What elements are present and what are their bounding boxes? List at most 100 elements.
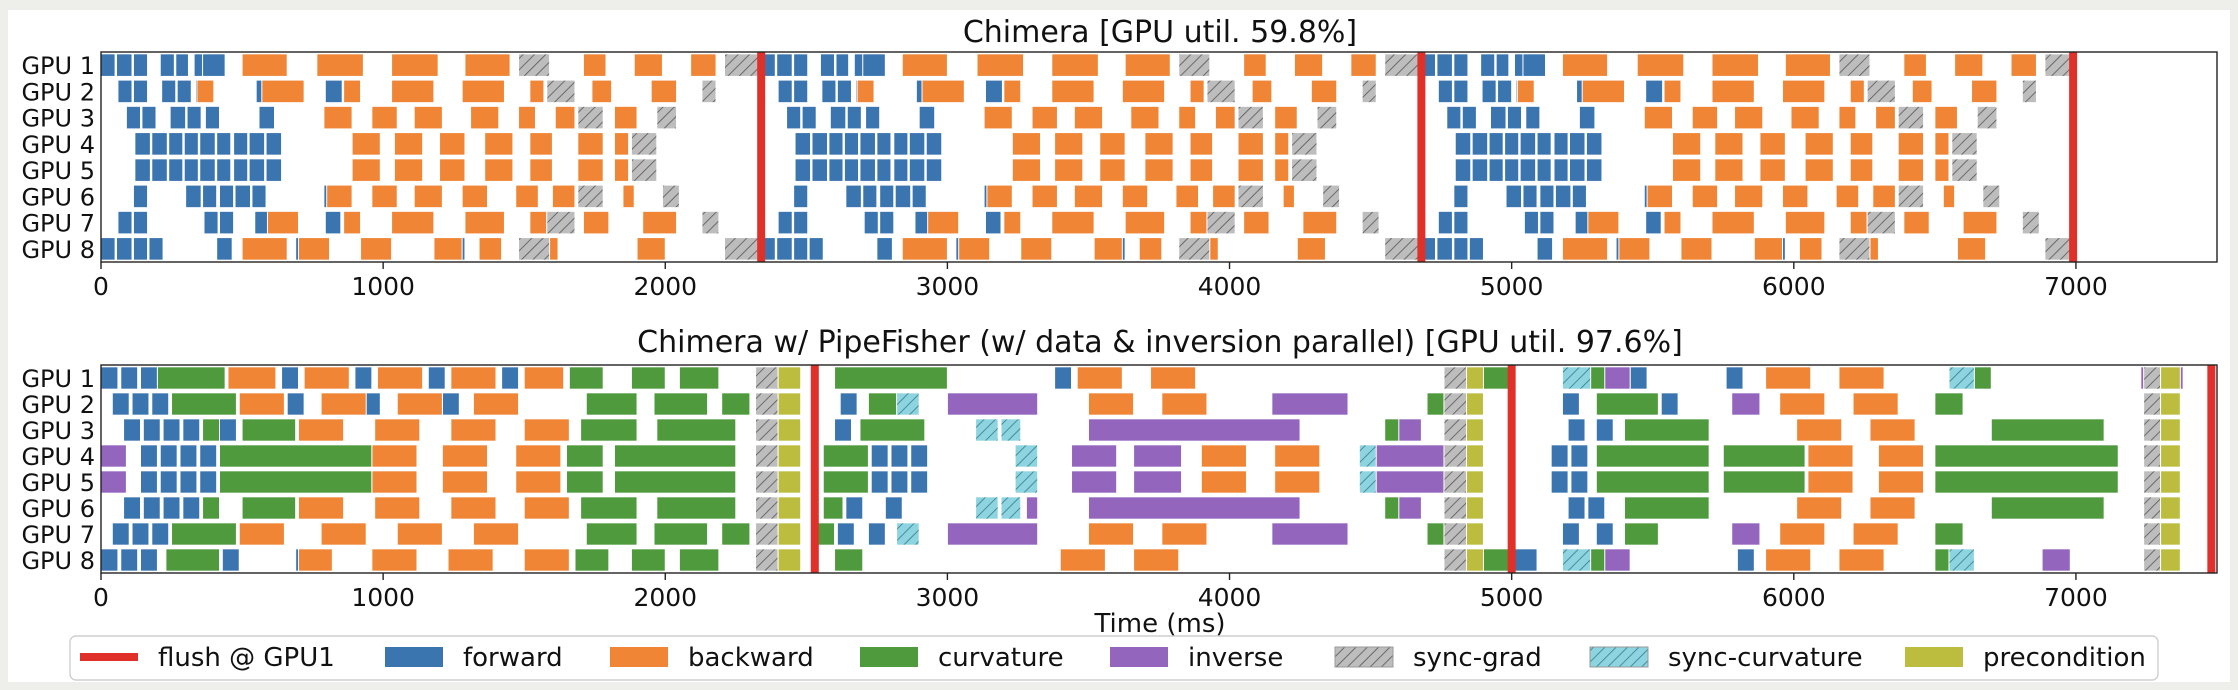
forward-block xyxy=(1645,210,1662,235)
legend-item-sync-grad: sync-grad xyxy=(1334,643,1542,673)
flush-line xyxy=(2207,365,2216,573)
legend-item-flush: flush @ GPU1 xyxy=(80,643,335,673)
backward-block xyxy=(1121,79,1166,104)
curvature-block xyxy=(817,522,836,546)
backward-block xyxy=(450,496,497,520)
forward-block xyxy=(1506,105,1523,130)
sync-grad-block xyxy=(656,105,678,130)
backward-block xyxy=(577,158,604,182)
inverse-block xyxy=(1731,522,1761,546)
backward-block xyxy=(441,444,489,468)
sync-grad-block xyxy=(1951,158,1978,182)
backward-block xyxy=(470,105,500,130)
y-tick-label: GPU 4 xyxy=(21,131,95,159)
sync-grad-block xyxy=(1384,237,1420,261)
forward-block xyxy=(151,392,170,416)
sync-grad-block xyxy=(546,210,576,235)
forward-block xyxy=(984,79,1003,104)
curvature-block xyxy=(202,496,220,520)
backward-block xyxy=(1350,53,1377,77)
backward-block xyxy=(393,158,424,182)
backward-block xyxy=(1759,158,1786,182)
forward-block xyxy=(1645,79,1664,104)
forward-block xyxy=(199,158,216,182)
backward-block xyxy=(196,79,215,104)
forward-block xyxy=(925,132,943,156)
backward-block xyxy=(591,79,613,104)
forward-block xyxy=(811,158,828,182)
forward-block xyxy=(1490,105,1507,130)
inverse-block xyxy=(1731,392,1761,416)
forward-block xyxy=(859,132,876,156)
backward-block xyxy=(1274,105,1298,130)
forward-block xyxy=(1523,210,1539,235)
forward-block xyxy=(161,79,177,104)
sync-grad-block xyxy=(518,237,551,261)
forward-block xyxy=(501,366,520,390)
curvature-block xyxy=(218,444,373,468)
legend-label: curvature xyxy=(938,643,1064,673)
sync-grad-block xyxy=(1443,366,1468,390)
y-tick-label: GPU 2 xyxy=(21,78,95,106)
forward-block xyxy=(1522,184,1538,209)
forward-block xyxy=(1480,53,1496,77)
backward-block xyxy=(1237,132,1264,156)
forward-block xyxy=(139,366,158,390)
sync-grad-block xyxy=(2021,79,2037,104)
forward-block xyxy=(176,79,192,104)
backward-block xyxy=(343,210,362,235)
backward-block xyxy=(1076,366,1123,390)
curvature-block xyxy=(1624,418,1710,442)
backward-block xyxy=(472,392,520,416)
precondition-block xyxy=(2160,470,2181,494)
backward-block xyxy=(1875,105,1896,130)
sync-grad-block xyxy=(518,53,551,77)
backward-block xyxy=(1054,132,1084,156)
forward-block xyxy=(1471,132,1489,156)
curvature-block xyxy=(1722,470,1806,494)
precondition-block xyxy=(777,522,802,546)
precondition-block xyxy=(1466,418,1484,442)
backward-block xyxy=(1753,237,1784,261)
backward-block xyxy=(1849,210,1868,235)
flush-line xyxy=(757,52,766,262)
y-tick-label: GPU 7 xyxy=(21,521,95,549)
forward-block xyxy=(141,105,157,130)
backward-block xyxy=(1646,184,1673,209)
forward-block xyxy=(111,392,130,416)
backward-block xyxy=(1956,237,1987,261)
curvature-block xyxy=(241,418,297,442)
forward-block xyxy=(1461,105,1477,130)
backward-block xyxy=(1189,210,1208,235)
legend-swatch xyxy=(1110,647,1168,667)
sync-grad-block xyxy=(546,79,576,104)
backward-block xyxy=(1838,366,1885,390)
backward-block xyxy=(2010,53,2037,77)
backward-block xyxy=(1807,444,1854,468)
forward-block xyxy=(828,158,844,182)
curvature-block xyxy=(585,392,638,416)
backward-block xyxy=(1711,79,1755,104)
curvature-block xyxy=(566,470,604,494)
sync-curvature-block xyxy=(975,496,999,520)
inverse-block xyxy=(1087,418,1301,442)
inverse-block xyxy=(100,470,127,494)
forward-block xyxy=(777,79,793,104)
backward-block xyxy=(464,210,505,235)
inverse-block xyxy=(1604,366,1631,390)
forward-block xyxy=(182,496,201,520)
forward-block xyxy=(199,470,218,494)
sync-grad-block xyxy=(1443,470,1468,494)
sync-curvature-block xyxy=(1561,366,1592,390)
forward-block xyxy=(1550,470,1569,494)
backward-block xyxy=(1796,496,1843,520)
forward-block xyxy=(117,79,133,104)
sync-grad-block xyxy=(755,392,779,416)
backward-block xyxy=(351,132,381,156)
backward-block xyxy=(1671,132,1702,156)
backward-block xyxy=(1636,53,1685,77)
forward-block xyxy=(1536,132,1552,156)
x-tick-label: 0 xyxy=(93,272,109,301)
backward-block xyxy=(297,548,333,572)
forward-block xyxy=(139,444,158,468)
